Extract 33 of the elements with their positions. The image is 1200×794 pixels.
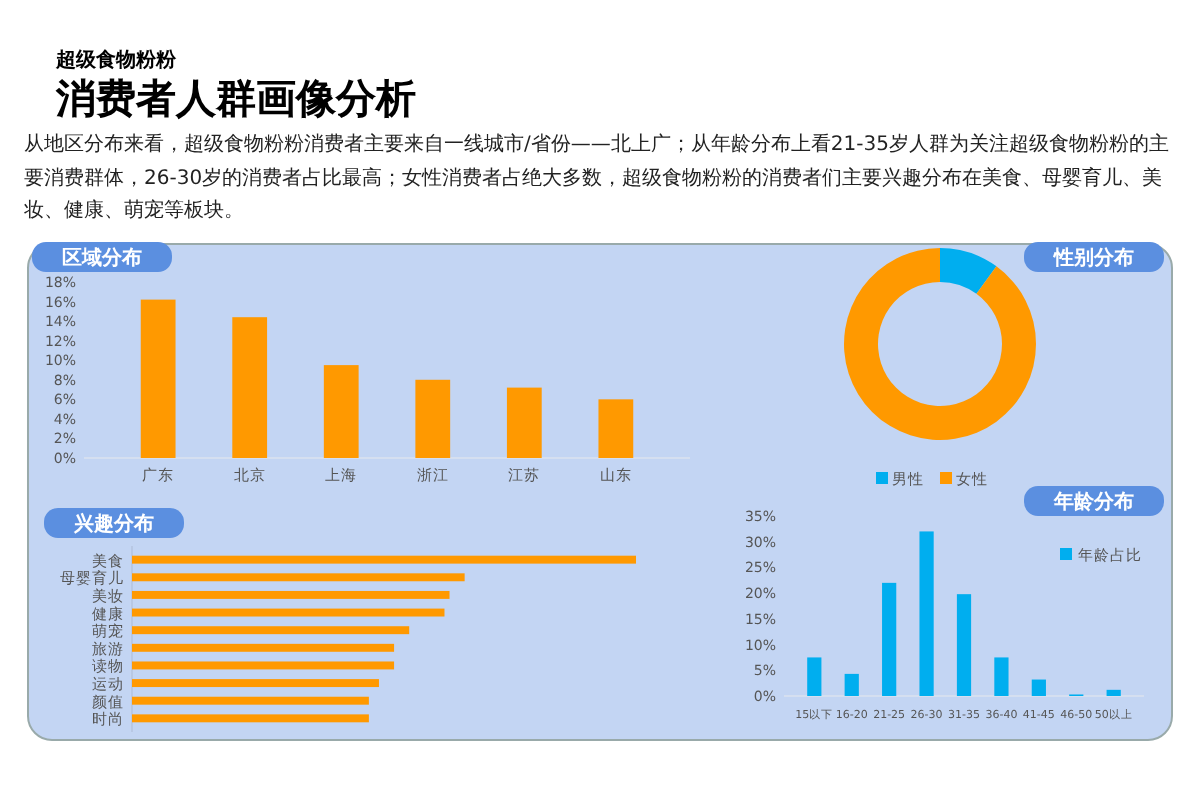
bar — [1031, 679, 1046, 696]
donut-slice — [844, 248, 1036, 440]
bar — [132, 555, 636, 564]
bar — [132, 608, 445, 617]
chart-title: 兴趣分布 — [72, 512, 154, 536]
donut-slice — [940, 248, 997, 294]
chart-title: 区域分布 — [62, 246, 142, 270]
text: 消费者人群画像分析 — [54, 74, 416, 122]
text: 从地区分布来看，超级食物粉粉消费者主要来自一线城市/省份——北上广；从年龄分布上看21-35岁人群为关注超级食物粉粉的主要消费群体，26-30岁的消费者占比最高；女性消费者占绝大多数，超级食物粉粉的消费者们主要兴趣分布在美食、母婴育儿、美妆、健康、萌宠等板块。 — [24, 131, 1171, 226]
bar — [956, 594, 972, 696]
bar — [132, 661, 395, 670]
bar — [415, 379, 451, 458]
bar — [994, 657, 1009, 696]
bar — [506, 387, 542, 458]
text: 超级食物粉粉 — [54, 48, 178, 72]
chart-title: 年龄分布 — [1052, 490, 1134, 514]
bar — [132, 643, 395, 652]
bar — [132, 590, 450, 599]
bar — [807, 657, 822, 696]
bar — [132, 696, 369, 705]
bar — [132, 573, 465, 582]
bar — [132, 679, 379, 688]
text: 性别分布 — [1052, 246, 1134, 270]
bar — [140, 299, 176, 458]
bar — [132, 626, 410, 635]
bar — [1106, 689, 1121, 696]
bar — [232, 317, 268, 458]
bar — [919, 531, 934, 696]
bar — [598, 399, 634, 458]
bar — [844, 673, 859, 696]
bar — [882, 582, 897, 696]
bar — [132, 714, 369, 723]
bar — [323, 365, 359, 458]
